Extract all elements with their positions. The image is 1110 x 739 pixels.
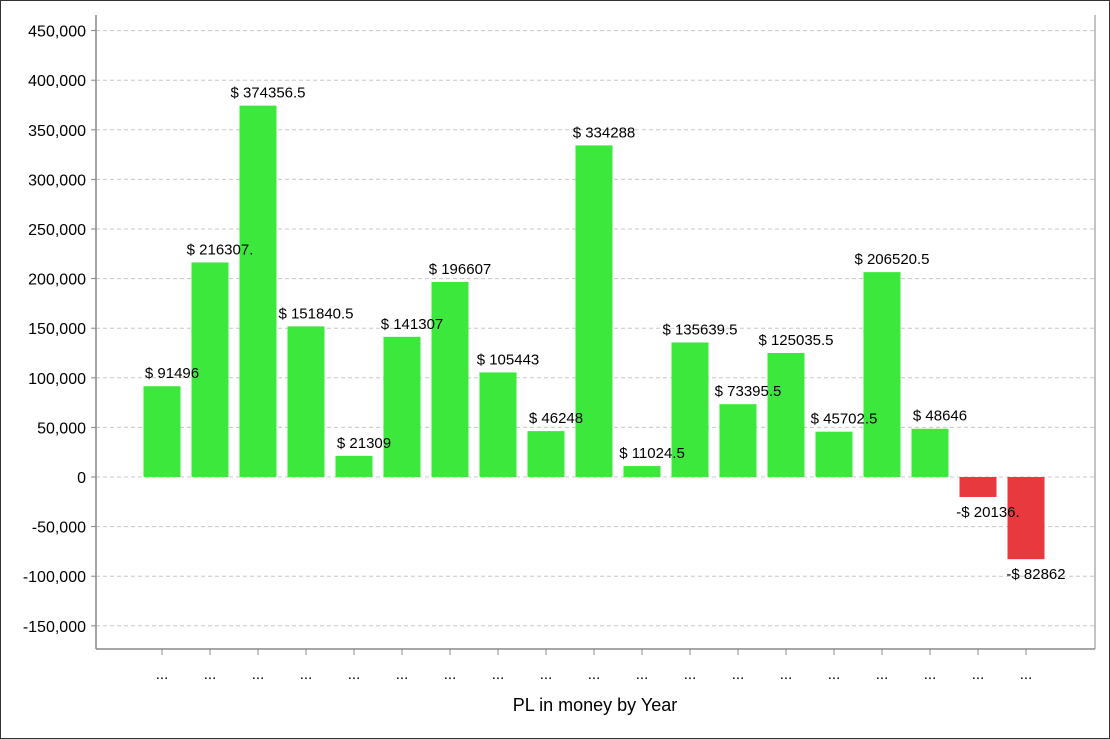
data-label: $ 45702.5	[811, 411, 878, 428]
y-tick-label: 150,000	[28, 321, 86, 338]
x-tick-label: ...	[876, 666, 889, 683]
bar	[815, 431, 853, 477]
data-label: $ 206520.5	[854, 251, 929, 268]
x-tick-label: ...	[636, 666, 649, 683]
data-label: $ 125035.5	[758, 332, 833, 349]
y-tick-label: 0	[77, 470, 86, 487]
x-tick-label: ...	[348, 666, 361, 683]
data-label: $ 105443	[477, 351, 540, 368]
y-tick-label: 50,000	[37, 420, 86, 437]
bar	[959, 477, 997, 497]
data-label: $ 48646	[913, 408, 967, 425]
y-tick-label: -150,000	[23, 619, 86, 636]
x-tick-label: ...	[588, 666, 601, 683]
bar	[431, 281, 469, 477]
x-tick-label: ...	[492, 666, 505, 683]
y-tick-label: 350,000	[28, 123, 86, 140]
data-label: $ 11024.5	[619, 445, 685, 462]
data-label: $ 21309	[337, 435, 391, 452]
bars	[143, 105, 1045, 560]
bar	[383, 336, 421, 477]
data-label: $ 334288	[573, 124, 636, 141]
y-tick-label: 100,000	[28, 371, 86, 388]
bar	[719, 404, 757, 477]
x-tick-label: ...	[924, 666, 937, 683]
bar	[575, 145, 613, 478]
bar	[191, 262, 229, 477]
y-tick-label: 200,000	[28, 272, 86, 289]
bar	[335, 455, 373, 477]
bar	[287, 326, 325, 477]
x-tick-label: ...	[540, 666, 553, 683]
bar	[1007, 477, 1045, 560]
axes	[91, 15, 1096, 655]
bar	[143, 386, 181, 477]
bar	[767, 352, 805, 477]
bar	[527, 431, 565, 477]
y-tick-label: -50,000	[32, 520, 86, 537]
y-tick-labels: 450,000 400,000 350,000 300,000 250,000 200,0…	[23, 24, 86, 636]
bar	[671, 342, 709, 477]
bar	[623, 466, 661, 477]
data-label: $ 151840.5	[278, 305, 353, 322]
y-tick-label: 400,000	[28, 73, 86, 90]
x-tick-labels: ........................................…	[156, 666, 1033, 683]
data-label: $ 374356.5	[230, 85, 305, 102]
y-tick-label: 300,000	[28, 172, 86, 189]
bar	[479, 372, 517, 477]
data-label: $ 46248	[529, 410, 583, 427]
x-tick-label: ...	[732, 666, 745, 683]
x-tick-label: ...	[396, 666, 409, 683]
x-tick-label: ...	[444, 666, 457, 683]
x-tick-label: ...	[828, 666, 841, 683]
x-tick-label: ...	[684, 666, 697, 683]
data-label: -$ 20136.	[956, 504, 1019, 521]
x-tick-label: ...	[780, 666, 793, 683]
y-tick-label: 250,000	[28, 222, 86, 239]
x-tick-label: ...	[300, 666, 313, 683]
bar	[911, 428, 949, 477]
y-tick-label: -100,000	[23, 569, 86, 586]
data-labels: $ 91496 $ 216307. $ 374356.5 $ 151840.5 $ 21…	[145, 85, 1066, 584]
x-tick-label: ...	[252, 666, 265, 683]
data-label: $ 216307.	[187, 241, 254, 258]
x-tick-label: ...	[1020, 666, 1033, 683]
data-label: $ 73395.5	[715, 383, 782, 400]
data-label: -$ 82862	[1006, 566, 1065, 583]
x-tick-label: ...	[204, 666, 217, 683]
x-axis-title: PL in money by Year	[513, 695, 677, 715]
x-tick-label: ...	[972, 666, 985, 683]
data-label: $ 196607	[429, 261, 492, 278]
bar	[239, 105, 277, 477]
data-label: $ 135639.5	[662, 321, 737, 338]
data-label: $ 91496	[145, 365, 199, 382]
bar	[863, 272, 901, 477]
data-label: $ 141307	[381, 316, 444, 333]
x-tick-label: ...	[156, 666, 169, 683]
y-tick-label: 450,000	[28, 24, 86, 41]
